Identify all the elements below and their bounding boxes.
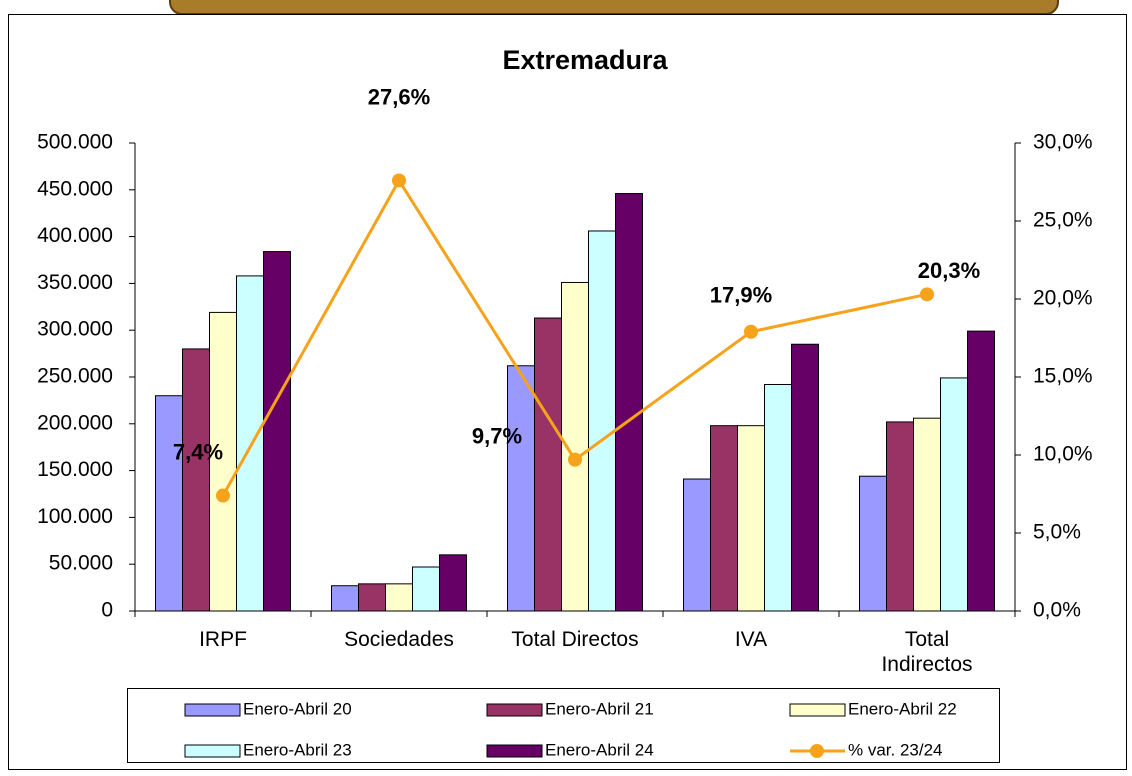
bar [967, 330, 995, 612]
y2-tick-label: 15,0% [1033, 365, 1093, 388]
legend-label: Enero-Abril 21 [545, 699, 654, 718]
x-tick-label: IRPF [199, 628, 247, 651]
bar [859, 475, 887, 612]
y-tick-label: 450.000 [37, 177, 113, 200]
y-tick-label: 50.000 [49, 552, 113, 575]
y-tick-label: 200.000 [37, 411, 113, 434]
y-tick-label: 150.000 [37, 458, 113, 481]
bar [236, 275, 264, 612]
legend-swatch [789, 703, 846, 717]
x-tick-label: Total Directos [511, 628, 639, 651]
bar [791, 343, 819, 612]
x-tick-label: IVA [734, 628, 768, 651]
y-tick-label: 500.000 [37, 131, 113, 154]
y2-tick-label: 5,0% [1033, 521, 1081, 544]
bar [155, 395, 183, 612]
bar [412, 566, 440, 612]
bar [913, 417, 941, 612]
bar [886, 421, 914, 612]
y2-tick-label: 25,0% [1033, 209, 1093, 232]
bar [737, 425, 765, 612]
bar [385, 583, 413, 612]
legend-label: Enero-Abril 23 [243, 740, 352, 759]
bar [710, 425, 738, 612]
bar [534, 317, 562, 612]
y-tick-label: 350.000 [37, 271, 113, 294]
legend-swatch [486, 703, 543, 717]
bar [182, 348, 210, 612]
data-label: 27,6% [368, 84, 430, 109]
legend-label: Enero-Abril 22 [848, 699, 957, 718]
legend-label: % var. 23/24 [848, 740, 943, 759]
legend-marker [810, 744, 824, 758]
line-marker [568, 452, 582, 467]
data-label: 7,4% [173, 439, 223, 464]
line-marker [744, 324, 758, 339]
legend-swatch [486, 744, 543, 758]
bar [615, 193, 643, 612]
chart-border [8, 14, 1127, 770]
data-label: 17,9% [710, 283, 772, 308]
bar [358, 583, 386, 612]
data-label: 9,7% [472, 423, 522, 448]
y2-tick-label: 30,0% [1033, 131, 1093, 154]
chart-title: Extremadura [502, 45, 668, 75]
y-tick-label: 0 [101, 599, 113, 622]
y2-tick-label: 0,0% [1033, 599, 1081, 622]
y2-tick-label: 10,0% [1033, 443, 1093, 466]
bar [683, 478, 711, 612]
bar [940, 377, 968, 612]
bar [764, 383, 792, 612]
line-marker [216, 488, 230, 503]
bar [263, 251, 291, 612]
x-tick-label: Sociedades [344, 628, 454, 651]
legend-label: Enero-Abril 24 [545, 740, 654, 759]
data-label: 20,3% [918, 258, 980, 283]
bar [439, 554, 467, 612]
y-tick-label: 300.000 [37, 318, 113, 341]
header-bar [169, 0, 1059, 15]
bar [507, 365, 535, 612]
y-tick-label: 100.000 [37, 505, 113, 528]
bar [331, 585, 359, 612]
bar [588, 230, 616, 612]
line-marker [920, 287, 934, 302]
y-tick-label: 400.000 [37, 224, 113, 247]
legend-swatch [184, 744, 241, 758]
y2-tick-label: 20,0% [1033, 287, 1093, 310]
y-tick-label: 250.000 [37, 365, 113, 388]
legend-swatch [184, 703, 241, 717]
legend-box [127, 688, 1000, 763]
x-tick-label: Total Indirectos [881, 628, 973, 676]
line-marker [392, 173, 406, 188]
legend-label: Enero-Abril 20 [243, 699, 352, 718]
